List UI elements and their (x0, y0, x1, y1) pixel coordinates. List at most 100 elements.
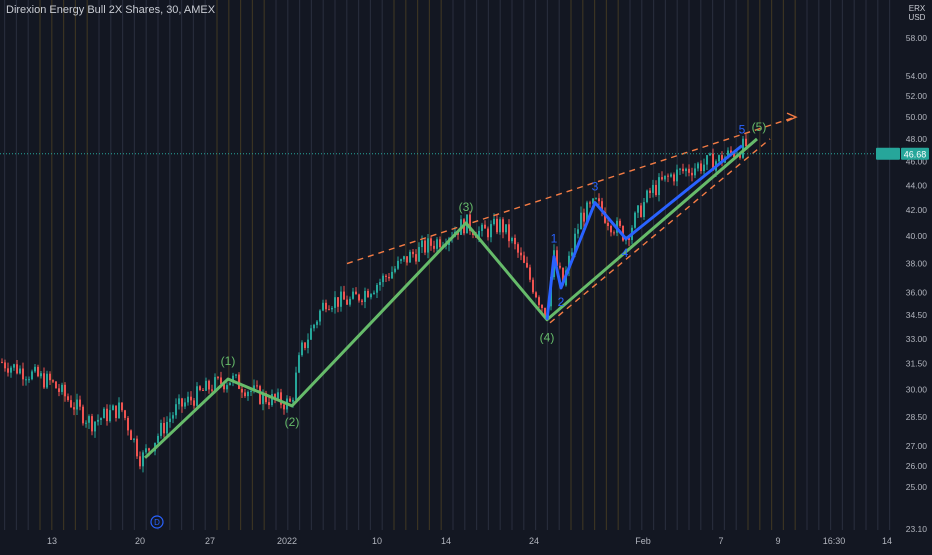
candle-body (145, 448, 147, 453)
candles (1, 134, 747, 473)
session-band (110, 0, 112, 530)
session-band (51, 0, 53, 530)
candle-body (67, 396, 69, 401)
session-band (523, 0, 525, 530)
symbol-title: Direxion Energy Bull 2X Shares, 30, AMEX (6, 4, 216, 16)
session-band (511, 0, 513, 530)
session-band (877, 0, 879, 530)
session-band (169, 0, 171, 530)
primary-wave-label: (3) (459, 200, 474, 214)
candle-body (250, 390, 252, 392)
candle-body (640, 205, 642, 217)
session-band (723, 0, 725, 530)
candle-body (85, 422, 87, 424)
candle-body (490, 224, 492, 238)
candle-body (100, 418, 102, 420)
candle-body (316, 321, 318, 325)
candle-body (172, 415, 174, 419)
candle-body (271, 394, 273, 406)
session-band (830, 0, 832, 530)
candle-body (661, 177, 663, 180)
candle-body (484, 224, 486, 229)
candle-body (604, 211, 606, 223)
candle-body (265, 393, 267, 403)
candle-body (202, 390, 204, 392)
candle-body (268, 402, 270, 406)
candle-body (649, 190, 651, 193)
price-tick-label: 34.50 (906, 310, 928, 320)
candle-body (196, 386, 198, 406)
minor-wave-line (545, 144, 743, 320)
session-band (369, 0, 371, 530)
session-band (676, 0, 678, 530)
primary-wave-label: (2) (285, 415, 300, 429)
candle-body (358, 294, 360, 301)
candle-body (526, 262, 528, 268)
session-band (15, 0, 17, 530)
time-tick-label: 10 (372, 536, 382, 546)
dividend-marker-icon[interactable] (150, 515, 164, 529)
candle-body (643, 202, 645, 217)
candle-body (571, 252, 573, 256)
candle-body (574, 233, 576, 253)
primary-wave-label: (1) (221, 354, 236, 368)
currency-label: ERX USD (903, 4, 931, 22)
price-tick-label: 40.00 (906, 231, 928, 241)
price-tick-label: 36.00 (906, 287, 928, 297)
candle-body (139, 456, 141, 467)
candle-body (52, 380, 54, 382)
candle-body (619, 220, 621, 226)
candle-body (694, 168, 696, 176)
candle-body (637, 205, 639, 213)
price-tick-label: 33.00 (906, 334, 928, 344)
candle-body (295, 372, 297, 400)
candle-body (40, 373, 42, 377)
session-band (322, 0, 324, 530)
session-band (653, 0, 655, 530)
candle-body (706, 155, 708, 165)
candle-body (664, 175, 666, 180)
candle-body (733, 152, 735, 158)
session-band (747, 0, 749, 530)
candle-body (199, 386, 201, 391)
session-band (405, 0, 407, 530)
candle-body (244, 392, 246, 397)
price-tick-label: 30.00 (906, 385, 928, 395)
candle-body (322, 302, 324, 311)
session-band (464, 0, 466, 530)
candle-body (415, 254, 417, 262)
session-band (4, 0, 6, 530)
candle-body (700, 163, 702, 172)
candle-body (685, 168, 687, 172)
candle-body (289, 398, 291, 402)
session-band (299, 0, 301, 530)
price-tick-label: 25.00 (906, 482, 928, 492)
primary-wave-label: (5) (752, 120, 767, 134)
session-band (86, 0, 88, 530)
session-band (535, 0, 537, 530)
price-tick-label: 58.00 (906, 33, 928, 43)
candle-body (325, 302, 327, 310)
candle-body (544, 307, 546, 318)
candle-body (16, 364, 18, 374)
candle-body (313, 324, 315, 329)
session-band (358, 0, 360, 530)
time-tick-label: 20 (135, 536, 145, 546)
session-band (700, 0, 702, 530)
candle-body (370, 294, 372, 298)
minor-wave-label: 5 (739, 123, 746, 137)
candle-body (520, 252, 522, 256)
candle-body (739, 155, 741, 158)
candle-body (328, 309, 330, 311)
candle-body (469, 214, 471, 231)
candle-body (382, 275, 384, 283)
price-tick-label: 46.00 (906, 157, 928, 167)
session-band (63, 0, 65, 530)
session-band (865, 0, 867, 530)
candle-body (232, 375, 234, 383)
last-price-label: 46.68 (904, 149, 927, 159)
price-tick-label: 28.50 (906, 412, 928, 422)
time-tick-label: 14 (882, 536, 892, 546)
candle-body (667, 175, 669, 177)
